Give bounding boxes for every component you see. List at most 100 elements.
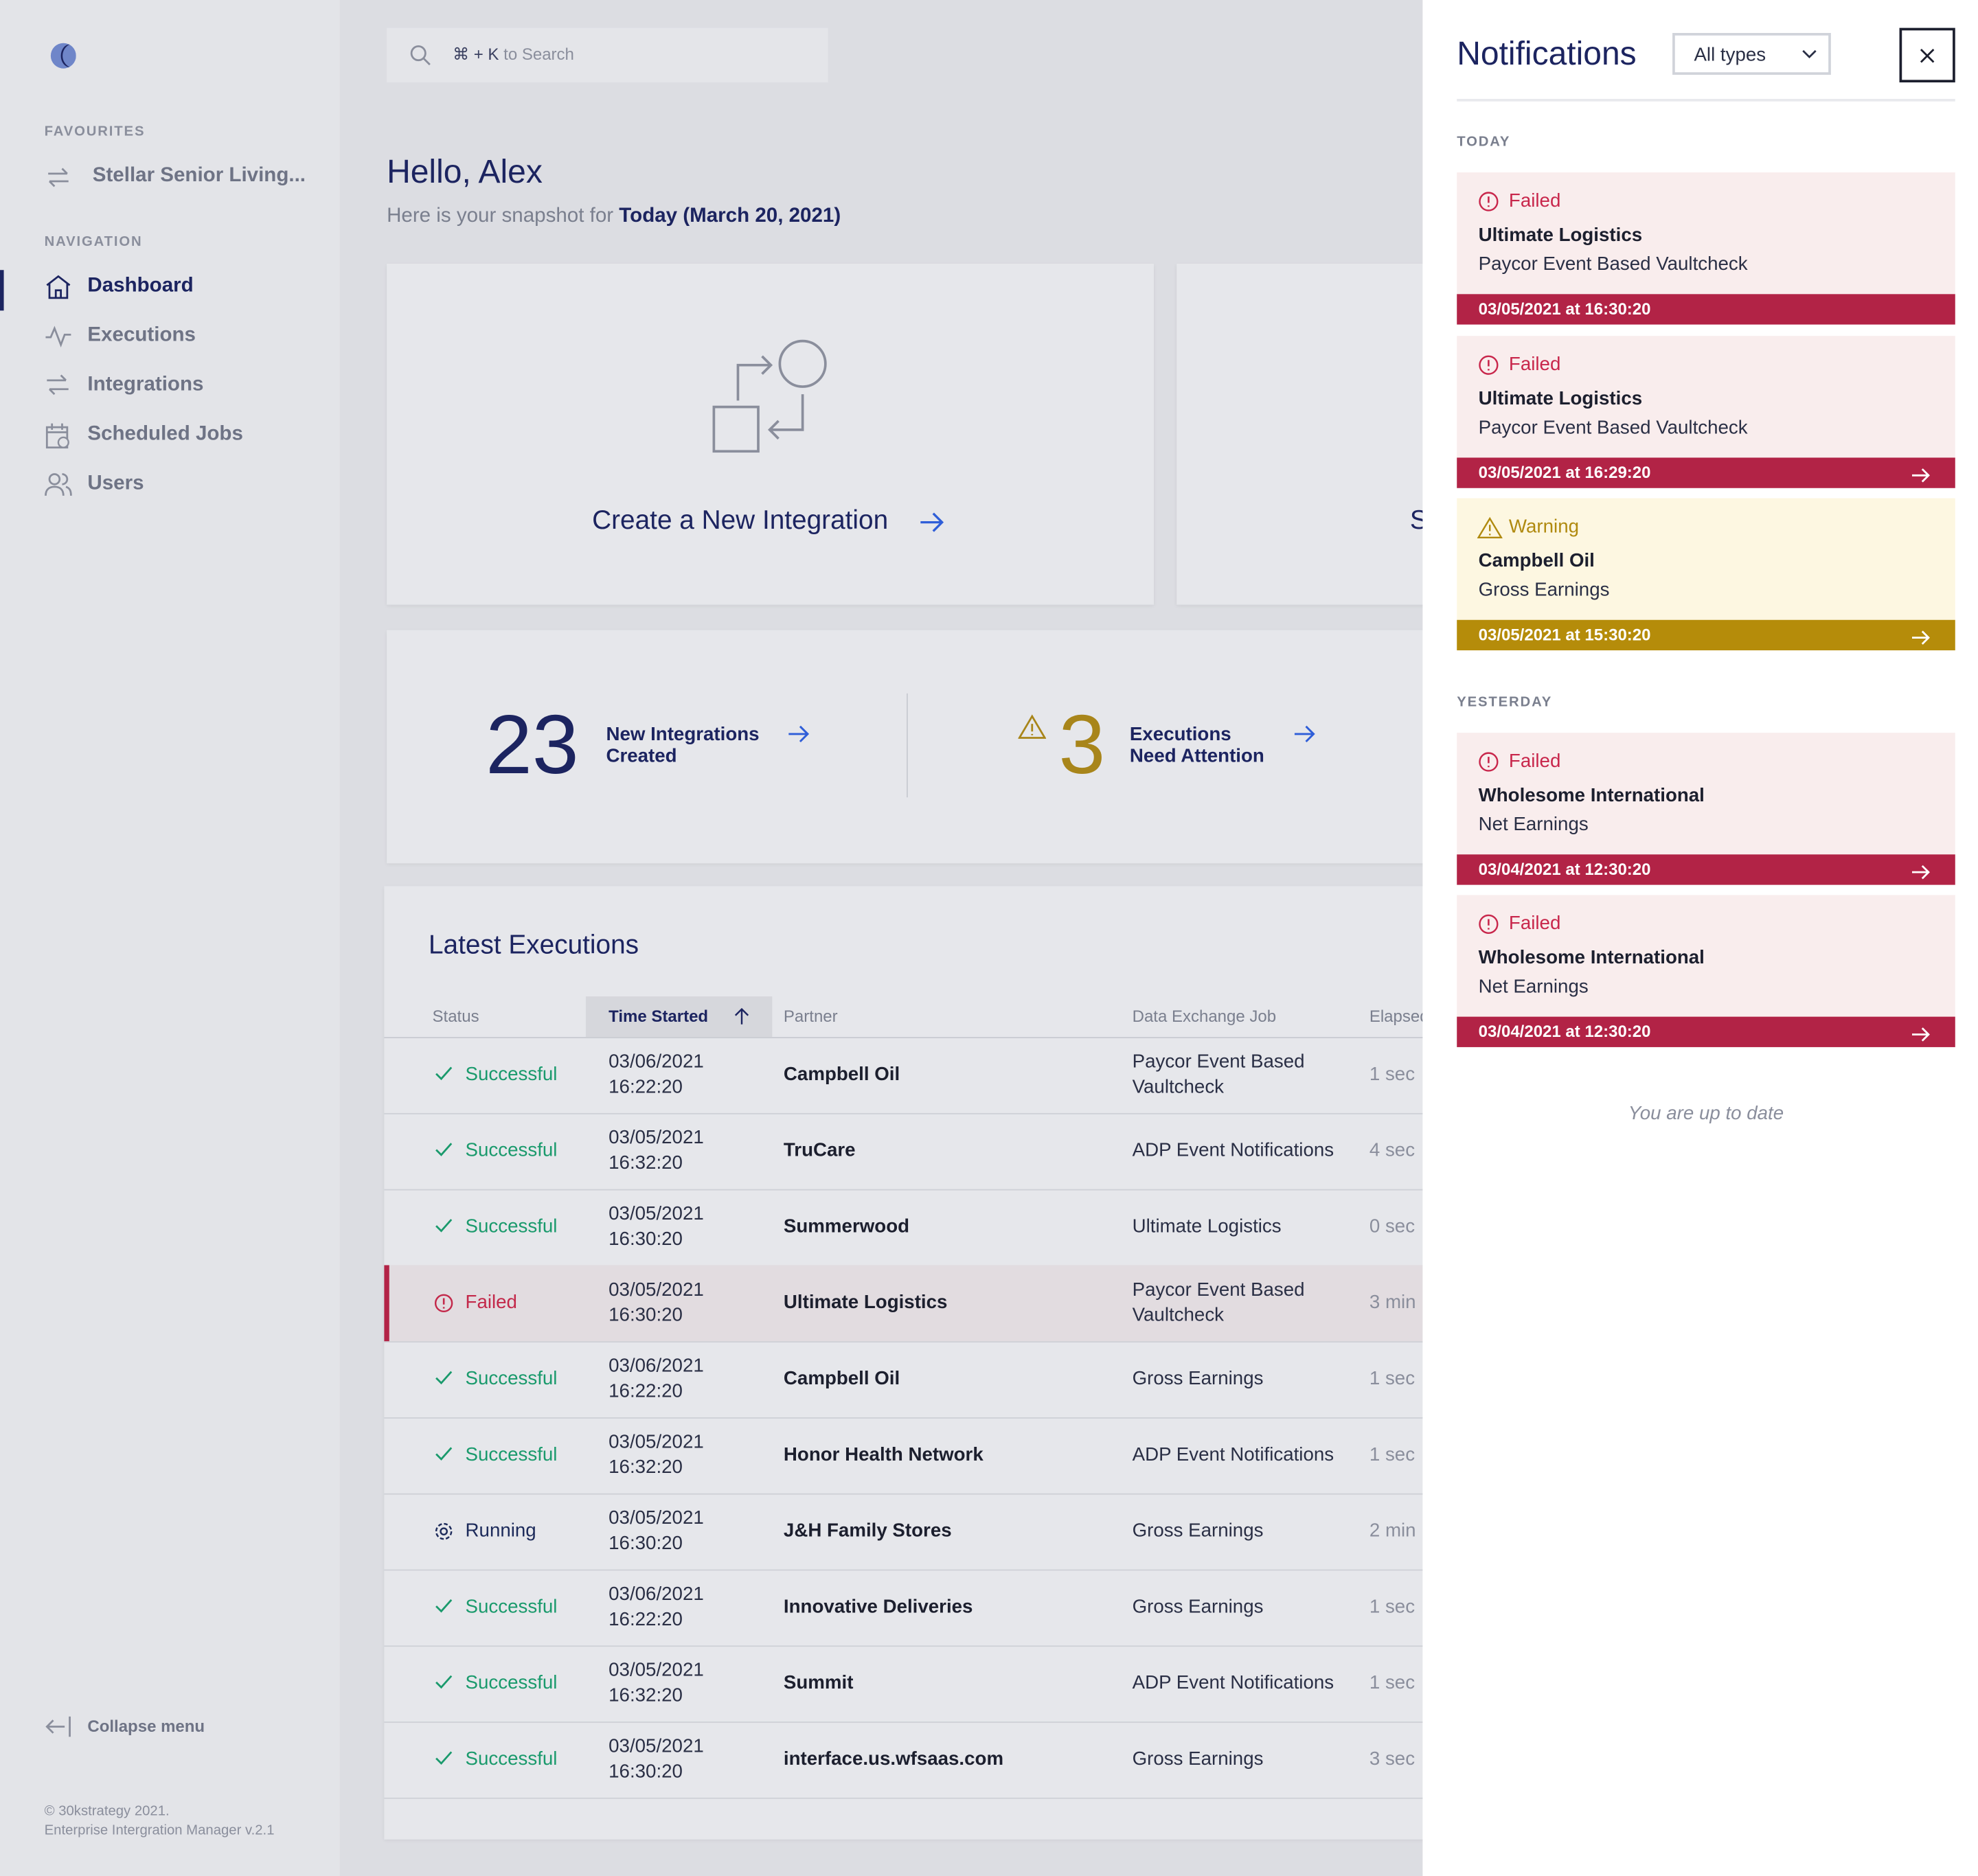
notification[interactable]: Failed Wholesome International Net Earning…: [1457, 732, 1955, 884]
status: Successful: [465, 1443, 558, 1466]
datetime: 03/06/2021 16:22:20: [609, 1582, 704, 1633]
partner: interface.us.wfsaas.com: [783, 1748, 1004, 1770]
status: Successful: [465, 1672, 558, 1694]
chevron: [1802, 49, 1817, 59]
column-header[interactable]: Partner: [783, 1006, 838, 1026]
nav-item[interactable]: Users: [87, 472, 144, 495]
icon: [433, 1521, 454, 1548]
elapsed: 1 sec: [1369, 1443, 1416, 1466]
icon: [433, 1217, 454, 1241]
status: Successful: [465, 1063, 558, 1086]
footer-text: Enterprise Intergration Manager v.2.1: [44, 1822, 275, 1838]
partner: Summerwood: [783, 1215, 910, 1237]
icon: [433, 1369, 454, 1393]
table-row[interactable]: Successful 03/05/2021 16:32:20 Summit ADP Ev…: [384, 1645, 1957, 1723]
arrow: [1911, 626, 1931, 656]
time: 16:32:20: [609, 1456, 683, 1478]
stat-value: 3: [1058, 697, 1106, 792]
datetime: 03/05/2021 16:30:20: [609, 1278, 704, 1329]
icon: [1477, 353, 1500, 382]
table-row[interactable]: Successful 03/06/2021 16:22:20 Campbell Oil…: [384, 1037, 1957, 1114]
type-filter[interactable]: All types: [1672, 33, 1831, 75]
timestamp: 03/04/2021 at 12:30:20: [1478, 858, 1651, 878]
job: Paycor Event Based Vaultcheck: [1478, 253, 1748, 275]
nav-item[interactable]: Scheduled Jobs: [87, 423, 243, 446]
notification[interactable]: Failed Wholesome International Net Earning…: [1457, 895, 1955, 1047]
elapsed: 2 min: [1369, 1520, 1416, 1542]
time-started: 03/06/2021 16:22:20: [609, 1037, 704, 1113]
icon: [1477, 190, 1500, 219]
table-row[interactable]: Successful 03/05/2021 16:32:20 TruCare ADP E…: [384, 1113, 1957, 1191]
active-indicator: [0, 270, 4, 311]
card[interactable]: Create a New Integration: [387, 264, 1155, 605]
time-started: 03/06/2021 16:22:20: [609, 1341, 704, 1417]
nav-item[interactable]: Integrations: [87, 374, 204, 396]
job: Gross Earnings: [1132, 1748, 1264, 1770]
sort-icon[interactable]: [734, 1007, 749, 1026]
snapshot-date: Today (March 20, 2021): [619, 205, 841, 227]
date: 03/06/2021: [609, 1355, 704, 1377]
notification[interactable]: Failed Ultimate Logistics Paycor Event Bas…: [1457, 172, 1955, 325]
nav-item[interactable]: Executions: [87, 324, 196, 347]
date: 03/05/2021: [609, 1203, 704, 1225]
job: ADP Event Notifications: [1132, 1443, 1334, 1466]
collapse-menu[interactable]: Collapse menu: [87, 1716, 205, 1736]
search-box[interactable]: ⌘ + K to Search: [387, 27, 828, 83]
nav-item[interactable]: Dashboard: [87, 275, 194, 297]
date: 03/05/2021: [609, 1127, 704, 1149]
time-started: 03/06/2021 16:22:20: [609, 1570, 704, 1646]
column-header[interactable]: Time Started: [609, 1006, 709, 1026]
table-row[interactable]: Successful 03/05/2021 16:30:20 interface.us…: [384, 1721, 1957, 1799]
company: Ultimate Logistics: [1478, 387, 1643, 409]
close-button[interactable]: [1899, 27, 1955, 83]
icon: [1477, 516, 1503, 545]
level: Failed: [1508, 750, 1561, 772]
icon: [45, 323, 73, 355]
stat-label[interactable]: New Integrations Created: [606, 724, 759, 767]
column-header[interactable]: Status: [432, 1006, 479, 1026]
placeholder: to Search: [503, 44, 574, 64]
level: Failed: [1508, 353, 1561, 375]
table-row[interactable]: Successful 03/06/2021 16:22:20 Innovative D…: [384, 1570, 1957, 1647]
job: Paycor Event Based Vaultcheck: [1132, 1051, 1305, 1098]
icon: [48, 168, 69, 187]
stat-label[interactable]: Executions Need Attention: [1130, 724, 1264, 767]
arrow: [788, 725, 810, 743]
table-row[interactable]: Successful 03/05/2021 16:32:20 Honor Health…: [384, 1417, 1957, 1495]
table-row[interactable]: Running 03/05/2021 16:30:20 J&H Family Stor…: [384, 1494, 1957, 1571]
job: Paycor Event Based Vaultcheck: [1478, 416, 1748, 438]
job: ADP Event Notifications: [1132, 1139, 1334, 1162]
sidebar: FAVOURITES Stellar Senior Living... NAVI…: [0, 0, 340, 1876]
notification[interactable]: Failed Ultimate Logistics Paycor Event Bas…: [1457, 335, 1955, 488]
favourite-link[interactable]: Stellar Senior Living...: [92, 165, 306, 187]
time-started: 03/05/2021 16:32:20: [609, 1113, 704, 1189]
job: Ultimate Logistics: [1132, 1215, 1282, 1237]
job: Net Earnings: [1478, 976, 1589, 998]
timestamp: 03/05/2021 at 15:30:20: [1478, 625, 1651, 644]
column-header[interactable]: Data Exchange Job: [1132, 1006, 1277, 1026]
icon: [1477, 750, 1500, 779]
greeting: Hello, Alex: [387, 152, 543, 190]
card-title: Create a New Integration: [592, 505, 889, 536]
elapsed: 1 sec: [1369, 1596, 1416, 1618]
datetime: 03/05/2021 16:32:20: [609, 1430, 704, 1480]
icon: [45, 1716, 71, 1737]
job: Gross Earnings: [1132, 1596, 1264, 1618]
time-started: 03/05/2021 16:30:20: [609, 1189, 704, 1266]
level: Failed: [1508, 190, 1561, 212]
column-header[interactable]: Elapsed: [1369, 1006, 1429, 1026]
icon: [433, 1750, 454, 1774]
icon: [433, 1141, 454, 1165]
date: 03/06/2021: [609, 1583, 704, 1605]
notification[interactable]: Warning Campbell Oil Gross Earnings 03/05/2…: [1457, 498, 1955, 651]
date: 03/05/2021: [609, 1735, 704, 1757]
table-row[interactable]: Successful 03/06/2021 16:22:20 Campbell Oil…: [384, 1341, 1957, 1419]
company: Wholesome International: [1478, 947, 1705, 969]
time: 16:32:20: [609, 1684, 683, 1706]
row-alert: [384, 1265, 389, 1342]
date: 03/05/2021: [609, 1659, 704, 1682]
datetime: 03/05/2021 16:32:20: [609, 1658, 704, 1709]
icon: [433, 1445, 454, 1469]
company: Campbell Oil: [1478, 550, 1595, 572]
